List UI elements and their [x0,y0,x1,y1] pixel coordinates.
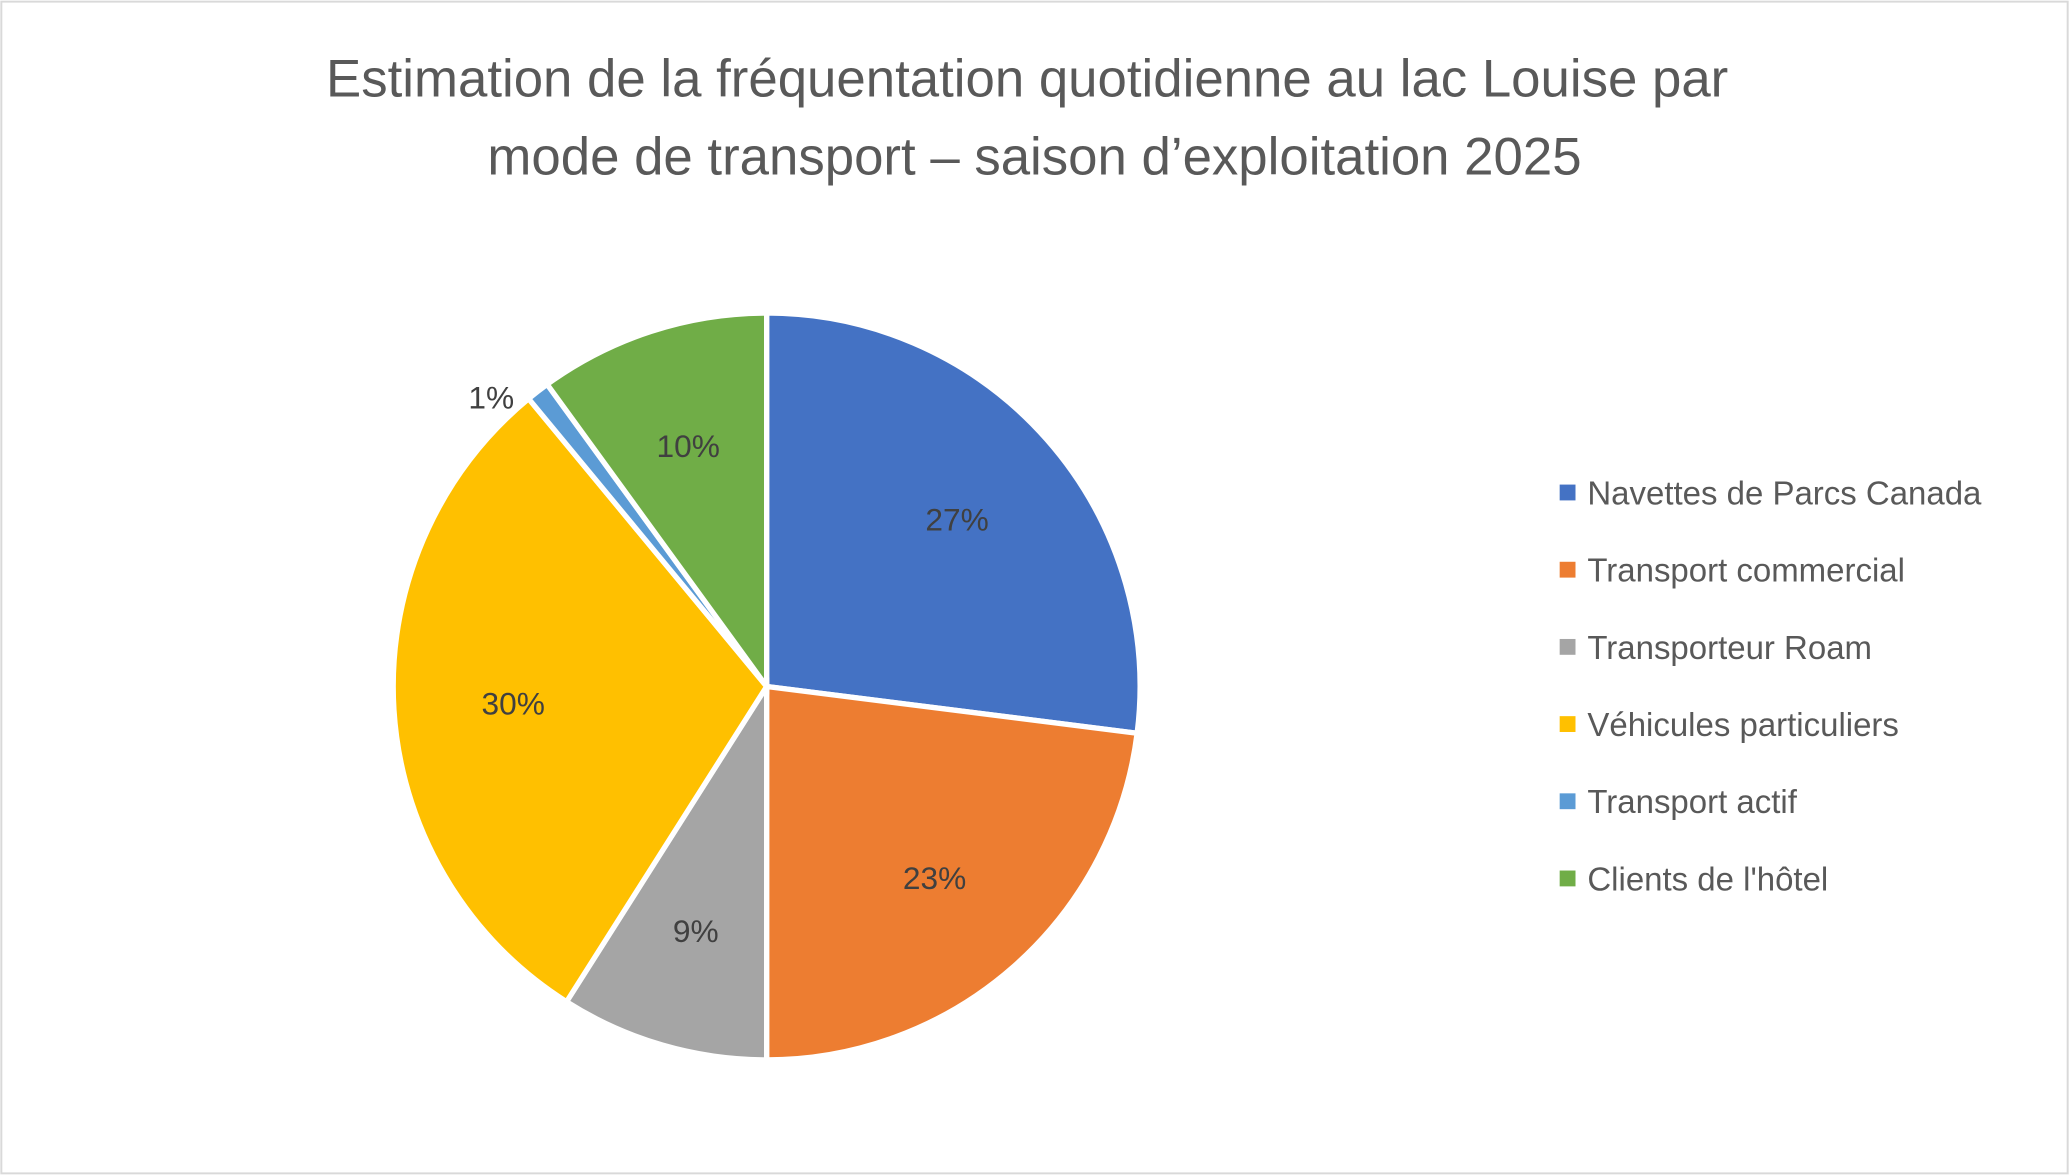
data-labels: 27% 23% 9% 30% 1% 10% [468,379,988,949]
legend-label-5: Transport actif [1587,783,1797,820]
data-label-1: 27% [925,501,988,537]
chart-title-line-1: Estimation de la fréquentation quotidien… [326,50,1728,109]
data-label-5: 1% [468,379,514,415]
chart-title-line-2: mode de transport – saison d’exploitatio… [487,127,1581,186]
legend-swatch-5 [1559,793,1576,810]
data-label-4: 30% [482,685,545,721]
legend: Navettes de Parcs Canada Transport commer… [1559,474,1982,897]
legend-swatch-2 [1559,561,1576,578]
legend-swatch-6 [1559,870,1576,887]
legend-swatch-3 [1559,638,1576,655]
pie-slice-3 [562,677,770,1063]
legend-label-2: Transport commercial [1587,552,1905,589]
pie-slice-6 [543,310,770,695]
legend-label-1: Navettes de Parcs Canada [1587,474,1982,511]
pie-slice-1 [763,310,1143,737]
legend-swatch-1 [1559,484,1576,501]
data-label-2: 23% [903,860,966,896]
legend-label-4: Véhicules particuliers [1587,706,1899,743]
chart-title: Estimation de la fréquentation quotidien… [326,50,1743,187]
pie-slices [390,310,1143,1063]
legend-label-3: Transporteur Roam [1587,629,1872,666]
data-label-6: 10% [656,428,719,464]
legend-label-6: Clients de l'hôtel [1587,860,1828,897]
data-label-3: 9% [673,913,719,949]
legend-swatch-4 [1559,716,1576,732]
pie-slice-2 [763,683,1141,1063]
pie-slice-4 [390,395,770,1006]
